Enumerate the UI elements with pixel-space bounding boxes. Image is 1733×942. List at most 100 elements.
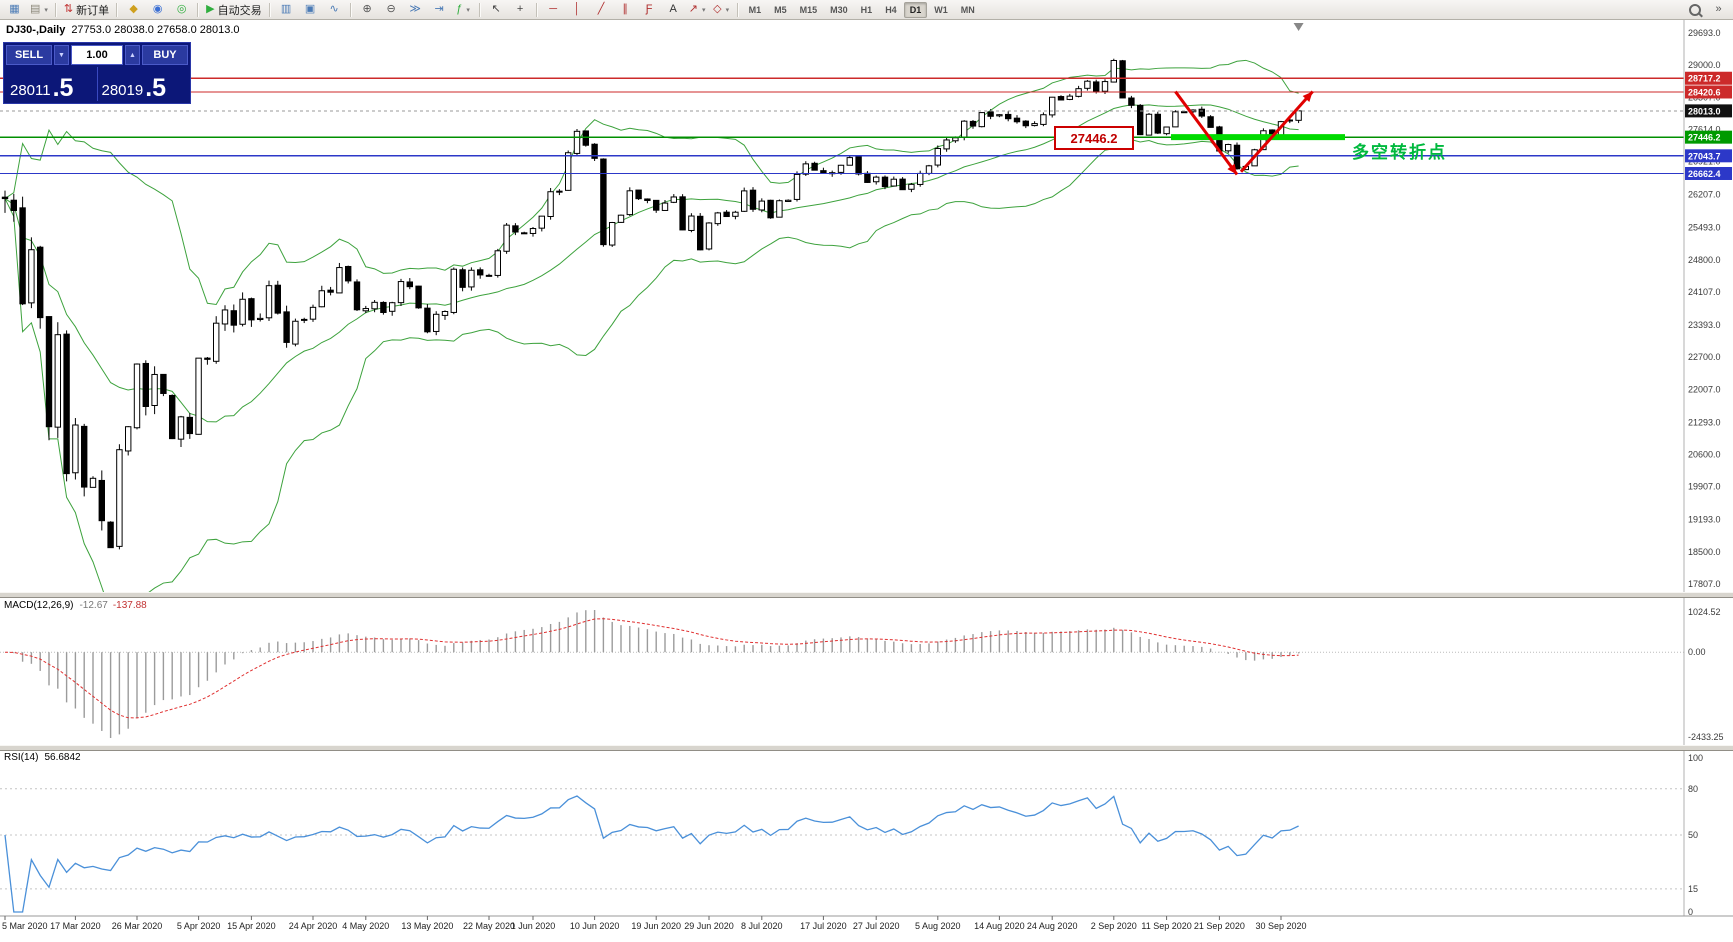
- shapes-button[interactable]: ◇ ▾: [710, 0, 733, 19]
- pane-separators[interactable]: [0, 592, 1733, 751]
- svg-text:28420.6: 28420.6: [1688, 87, 1721, 97]
- text-button[interactable]: A: [662, 0, 685, 19]
- support-price-label[interactable]: 27446.2: [1054, 126, 1134, 150]
- chevron-down-icon: ▾: [701, 6, 706, 14]
- step-down-icon: ▼: [58, 51, 65, 59]
- vline-button[interactable]: │: [566, 0, 589, 19]
- trendline-button[interactable]: ╱: [590, 0, 613, 19]
- svg-text:24 Apr 2020: 24 Apr 2020: [289, 921, 338, 931]
- svg-text:28013.0: 28013.0: [1688, 106, 1721, 116]
- zoom-out-button[interactable]: ⊖: [380, 0, 403, 19]
- volume-step-down[interactable]: ▼: [54, 45, 69, 65]
- bid-price[interactable]: 28011 .5: [6, 67, 97, 101]
- vps-icon: ◎: [176, 3, 187, 15]
- price-badges: 28717.2 28420.6 28013.0 27446.2 27043.7 26662…: [1685, 71, 1732, 180]
- bollinger-bands: [4, 59, 1299, 592]
- svg-text:4 May 2020: 4 May 2020: [342, 921, 389, 931]
- svg-text:24 Aug 2020: 24 Aug 2020: [1027, 921, 1078, 931]
- mql5-market-icon: ◆: [129, 3, 138, 15]
- chart-shift-button[interactable]: ⇥: [428, 0, 451, 19]
- auto-scroll-button[interactable]: ≫: [404, 0, 427, 19]
- timeframe-m5-button[interactable]: M5: [774, 4, 787, 15]
- profiles-button[interactable]: ▤ ▾: [27, 0, 51, 19]
- timeframe-m1-button[interactable]: M1: [748, 4, 762, 15]
- hline-button[interactable]: ─: [542, 0, 565, 19]
- volume-input[interactable]: [71, 45, 123, 65]
- svg-text:15: 15: [1688, 884, 1698, 894]
- svg-text:22 May 2020: 22 May 2020: [463, 921, 515, 931]
- bid-price-frac: .5: [52, 73, 74, 101]
- search-icon: [1688, 3, 1701, 16]
- svg-text:26207.0: 26207.0: [1688, 190, 1721, 200]
- fullscreen-icon: »: [1715, 3, 1722, 15]
- level-lines[interactable]: [0, 77, 1684, 175]
- ask-price-main: 28019: [101, 81, 144, 99]
- arrows-button[interactable]: ↗ ▾: [686, 0, 709, 19]
- toolbar-separator: [736, 2, 739, 17]
- search-button[interactable]: [1683, 0, 1706, 19]
- svg-text:26662.4: 26662.4: [1688, 169, 1721, 179]
- buy-button[interactable]: BUY: [142, 45, 188, 65]
- cursor-button[interactable]: ↖: [485, 0, 508, 19]
- bid-price-main: 28011: [10, 81, 51, 99]
- indicators-button[interactable]: ƒ ▾: [452, 0, 475, 19]
- svg-text:24107.0: 24107.0: [1688, 287, 1721, 297]
- timeframe-m15-button[interactable]: M15: [799, 4, 818, 15]
- ask-price[interactable]: 28019 .5: [96, 67, 189, 101]
- channel-button[interactable]: ∥: [614, 0, 637, 19]
- svg-text:29000.0: 29000.0: [1688, 60, 1721, 70]
- fibonacci-button[interactable]: Ƒ: [638, 0, 661, 19]
- indicators-icon: ƒ: [456, 3, 463, 15]
- timeframe-d1-button[interactable]: D1: [903, 1, 928, 18]
- macd-indicator: [0, 610, 1684, 738]
- date-axis[interactable]: 5 Mar 2020 17 Mar 2020 26 Mar 2020 5 Apr 20…: [0, 915, 1733, 931]
- toolbar-separator: [478, 2, 481, 17]
- svg-text:17807.0: 17807.0: [1688, 579, 1721, 589]
- svg-text:30 Sep 2020: 30 Sep 2020: [1255, 921, 1306, 931]
- new-order-button[interactable]: ⇅ 新订单: [61, 0, 112, 19]
- svg-text:5 Aug 2020: 5 Aug 2020: [915, 921, 961, 931]
- svg-text:10 Jun 2020: 10 Jun 2020: [570, 921, 620, 931]
- chart-annotations[interactable]: [1171, 23, 1345, 176]
- turning-point-text[interactable]: 多空转折点: [1352, 143, 1447, 162]
- svg-text:0: 0: [1688, 907, 1693, 917]
- fullscreen-button[interactable]: »: [1707, 0, 1730, 19]
- macd-value-main: -12.67: [79, 600, 108, 611]
- svg-text:19 Jun 2020: 19 Jun 2020: [631, 921, 681, 931]
- cursor-icon: ↖: [491, 3, 501, 15]
- new-chart-button[interactable]: ▦: [3, 0, 26, 19]
- signals-button[interactable]: ◉: [146, 0, 169, 19]
- crosshair-button[interactable]: +: [509, 0, 532, 19]
- new-order-button-label: 新订单: [76, 4, 110, 17]
- pane-separator: [0, 745, 1733, 751]
- timeframe-mn-button[interactable]: MN: [960, 4, 975, 15]
- timeframe-h4-button[interactable]: H4: [885, 4, 897, 15]
- svg-text:50: 50: [1688, 830, 1698, 840]
- svg-text:1024.52: 1024.52: [1688, 607, 1721, 617]
- autotrading-button[interactable]: ▶ 自动交易: [203, 0, 264, 19]
- volume-step-up[interactable]: ▲: [125, 45, 140, 65]
- svg-text:-2433.25: -2433.25: [1688, 732, 1724, 742]
- svg-text:100: 100: [1688, 753, 1703, 763]
- sell-button[interactable]: SELL: [6, 45, 52, 65]
- timeframe-w1-button[interactable]: W1: [934, 4, 948, 15]
- symbol-period-label: DJ30-,Daily: [6, 24, 66, 36]
- toolbar-separator: [116, 2, 119, 17]
- svg-text:27 Jul 2020: 27 Jul 2020: [853, 921, 900, 931]
- toolbar-separator: [349, 2, 352, 17]
- vps-button[interactable]: ◎: [170, 0, 193, 19]
- line-chart-button[interactable]: ∿: [323, 0, 346, 19]
- main-toolbar: ▦ ▤ ▾ ⇅ 新订单 ◆ ◉ ◎ ▶ 自动交易 ▥ ▣ ∿ ⊕ ⊖ ≫ ⇥ ƒ ▾ ↖ + ─ │ ╱ ∥ Ƒ A ↗ ▾ ◇ ▾ M1 M5…: [0, 0, 1733, 20]
- bar-chart-button[interactable]: ▥: [275, 0, 298, 19]
- svg-text:14 Aug 2020: 14 Aug 2020: [974, 921, 1025, 931]
- svg-text:21 Sep 2020: 21 Sep 2020: [1194, 921, 1245, 931]
- svg-text:22007.0: 22007.0: [1688, 384, 1721, 394]
- svg-text:17 Jul 2020: 17 Jul 2020: [800, 921, 847, 931]
- zoom-in-button[interactable]: ⊕: [356, 0, 379, 19]
- timeframe-m30-button[interactable]: M30: [830, 4, 848, 15]
- mql5-market-button[interactable]: ◆: [122, 0, 145, 19]
- profiles-icon: ▤: [30, 3, 41, 15]
- timeframe-h1-button[interactable]: H1: [860, 4, 873, 15]
- candle-chart-button[interactable]: ▣: [299, 0, 322, 19]
